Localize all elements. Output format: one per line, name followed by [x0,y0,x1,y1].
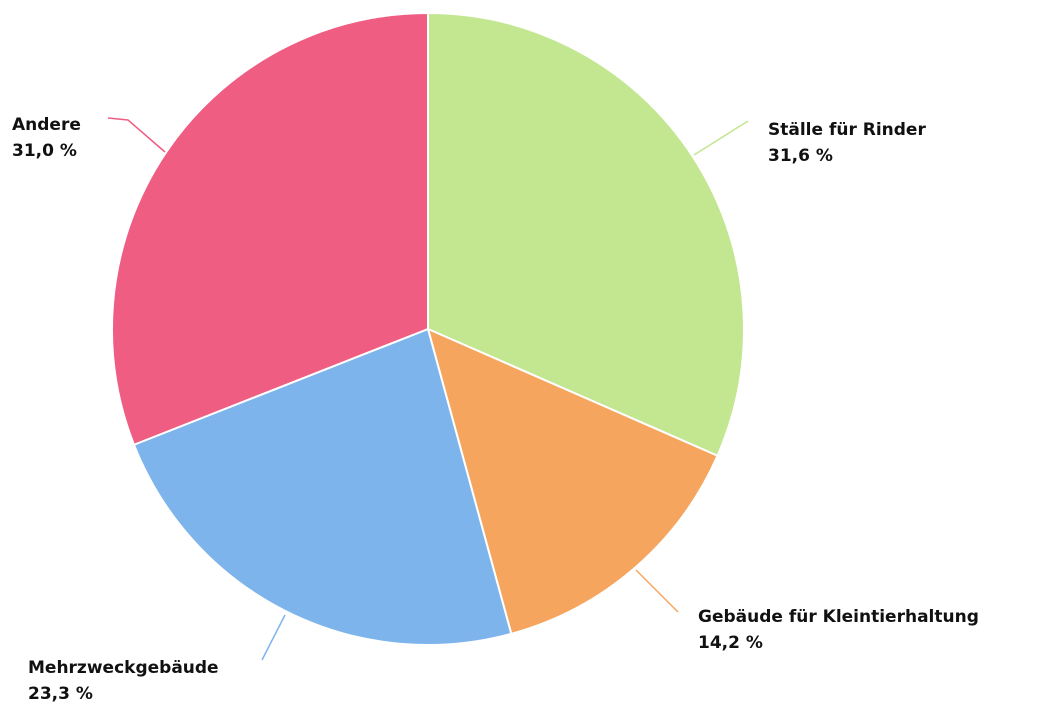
slice-value-label-mehrzweckgebaeude: 23,3 % [28,684,93,704]
pie-slice-staelle-fuer-rinder[interactable] [427,11,745,458]
leader-line-gebaeude-fuer-kleintierhaltung [635,569,679,613]
leader-lines [107,117,749,661]
slice-value-label-andere: 31,0 % [12,141,77,161]
slice-value-label-gebaeude-fuer-kleintierhaltung: 14,2 % [698,633,763,653]
leader-line-andere [107,117,166,153]
slice-labels: Ställe für Rinder 31,6 % Gebäude für Klein… [12,115,979,704]
slice-name-label-gebaeude-fuer-kleintierhaltung: Gebäude für Kleintierhaltung [698,607,979,627]
pie-slice-gebaeude-fuer-kleintierhaltung[interactable] [426,327,719,636]
leader-line-staelle-fuer-rinder [693,120,749,156]
slice-name-label-staelle-fuer-rinder: Ställe für Rinder [768,120,926,140]
slice-name-label-mehrzweckgebaeude: Mehrzweckgebäude [28,658,219,678]
slice-value-label-staelle-fuer-rinder: 31,6 % [768,146,833,166]
pie-slice-andere[interactable] [111,11,429,447]
pie-slices [111,11,745,646]
leader-line-mehrzweckgebaeude [261,614,286,661]
slice-name-label-andere: Andere [12,115,81,135]
